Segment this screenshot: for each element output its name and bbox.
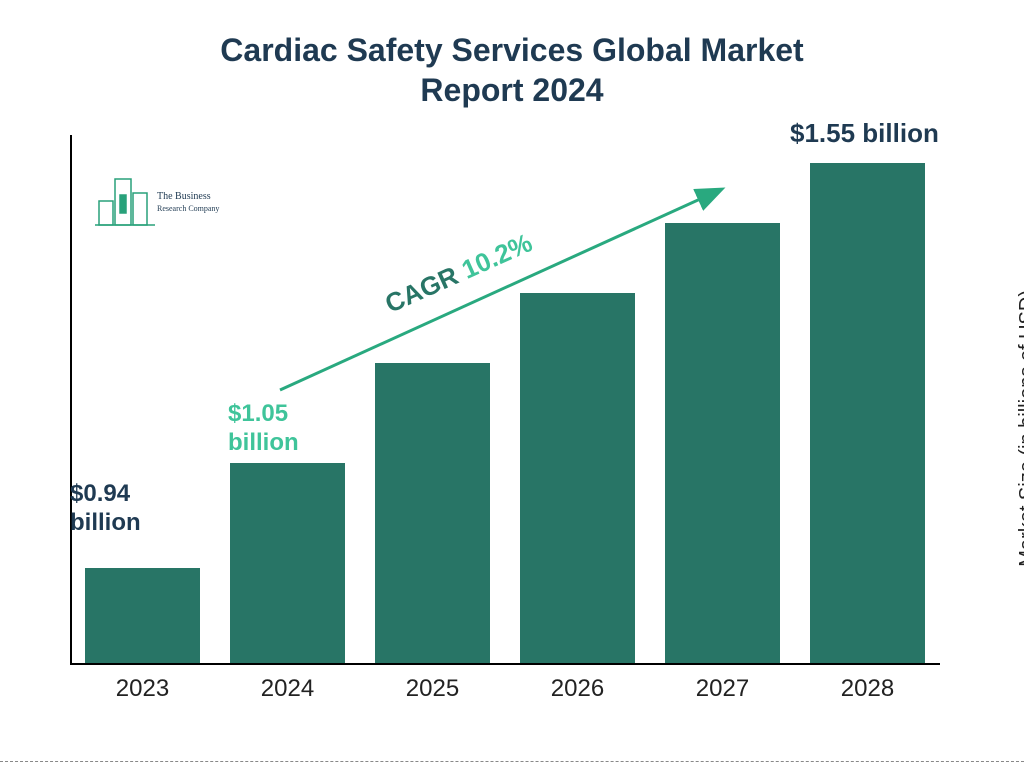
callout-2023: $0.94 billion <box>70 480 141 538</box>
bar-2023 <box>85 568 200 663</box>
chart-title: Cardiac Safety Services Global Market Re… <box>0 30 1024 110</box>
footer-divider <box>0 761 1024 762</box>
callout-2023-l2: billion <box>70 509 141 538</box>
callout-2023-l1: $0.94 <box>70 480 141 509</box>
x-axis-line <box>70 663 940 665</box>
callout-2024-l1: $1.05 <box>228 400 299 429</box>
title-line1: Cardiac Safety Services Global Market <box>0 30 1024 70</box>
callout-2028-l1: $1.55 billion <box>790 118 939 149</box>
x-label-1: 2024 <box>228 675 348 703</box>
bar-chart: 2023 2024 2025 2026 2027 2028 <box>70 145 940 695</box>
y-axis-title: Market Size (in billions of USD) <box>1016 290 1024 567</box>
callout-2028: $1.55 billion <box>790 118 939 149</box>
x-label-0: 2023 <box>83 675 203 703</box>
bars-container <box>70 143 940 663</box>
bar-2027 <box>665 223 780 663</box>
x-label-4: 2027 <box>663 675 783 703</box>
bar-2028 <box>810 163 925 663</box>
callout-2024-l2: billion <box>228 429 299 458</box>
bar-2024 <box>230 463 345 663</box>
x-label-5: 2028 <box>808 675 928 703</box>
bar-2025 <box>375 363 490 663</box>
callout-2024: $1.05 billion <box>228 400 299 458</box>
x-label-2: 2025 <box>373 675 493 703</box>
bar-2026 <box>520 293 635 663</box>
x-axis-labels: 2023 2024 2025 2026 2027 2028 <box>70 675 940 703</box>
x-label-3: 2026 <box>518 675 638 703</box>
title-line2: Report 2024 <box>0 70 1024 110</box>
